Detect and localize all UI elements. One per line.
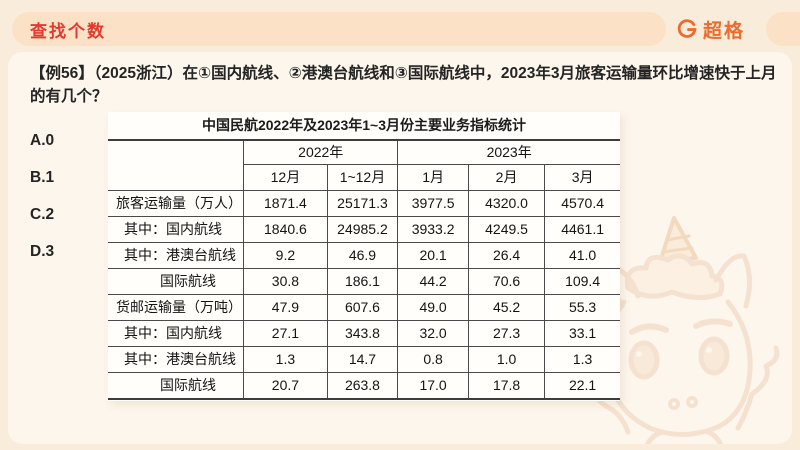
cell: 109.4 (544, 268, 620, 295)
cell: 1871.4 (243, 190, 328, 217)
page-title: 查找个数 (30, 21, 106, 41)
row-label: 国际航线 (108, 268, 245, 295)
cell: 20.7 (243, 372, 328, 400)
cell: 32.0 (397, 320, 469, 347)
cell: 30.8 (243, 268, 328, 295)
row-label: 其中：国内航线 (108, 320, 245, 347)
question-line-1: 【例56】（2025浙江）在①国内航线、②港澳台航线和③国际航线中，2023年3… (30, 65, 777, 82)
table-row: 其中：国内航线 1840.6 24985.2 3933.2 4249.5 446… (108, 216, 620, 243)
cell: 25171.3 (326, 190, 399, 217)
cell: 41.0 (544, 242, 620, 269)
header-band: 查找个数 (12, 12, 666, 46)
cell: 33.1 (544, 320, 620, 347)
header-decorative-pill (766, 12, 800, 46)
cell: 607.6 (326, 294, 399, 321)
col-header: 12月 (243, 164, 328, 191)
cell: 45.2 (467, 294, 546, 321)
empty-corner-cell (108, 139, 245, 191)
cell: 186.1 (326, 268, 399, 295)
cell: 22.1 (544, 372, 620, 400)
brand-name: 超格 (703, 20, 746, 42)
question-line-2: 的有几个？ (30, 88, 108, 105)
table-row: 其中：港澳台航线 9.2 46.9 20.1 26.4 41.0 (108, 242, 620, 269)
cell: 1.3 (243, 346, 328, 373)
cell: 27.1 (243, 320, 328, 347)
table-row: 其中：港澳台航线 1.3 14.7 0.8 1.0 1.3 (108, 346, 620, 373)
col-header: 3月 (544, 164, 620, 191)
cell: 17.0 (397, 372, 469, 400)
option-b: B.1 (30, 169, 55, 186)
cell: 1840.6 (243, 216, 328, 243)
question-text: 【例56】（2025浙江）在①国内航线、②港澳台航线和③国际航线中，2023年3… (30, 62, 778, 108)
col-header: 1月 (397, 164, 469, 191)
cell: 4320.0 (467, 190, 546, 217)
table-row: 货邮运输量（万吨） 47.9 607.6 49.0 45.2 55.3 (108, 294, 620, 321)
cell: 70.6 (467, 268, 546, 295)
cell: 27.3 (467, 320, 546, 347)
row-label: 其中：港澳台航线 (108, 242, 245, 269)
cell: 49.0 (397, 294, 469, 321)
year-group-2023: 2023年 (397, 139, 620, 165)
table-title: 中国民航2022年及2023年1~3月份主要业务指标统计 (201, 117, 527, 133)
row-label: 国际航线 (108, 372, 245, 400)
cell: 4570.4 (544, 190, 620, 217)
cell: 20.1 (397, 242, 469, 269)
cell: 55.3 (544, 294, 620, 321)
cell: 17.8 (467, 372, 546, 400)
cell: 24985.2 (326, 216, 399, 243)
cell: 9.2 (243, 242, 328, 269)
cell: 44.2 (397, 268, 469, 295)
cell: 46.9 (326, 242, 399, 269)
content-card: 【例56】（2025浙江）在①国内航线、②港澳台航线和③国际航线中，2023年3… (8, 52, 792, 444)
cell: 4461.1 (544, 216, 620, 243)
table-header-months: 12月 1~12月 1月 2月 3月 (108, 164, 620, 191)
cell: 14.7 (326, 346, 399, 373)
row-label: 货邮运输量（万吨） (108, 294, 245, 321)
col-header: 1~12月 (326, 164, 399, 191)
brand-logo: 超格 (676, 12, 745, 46)
cell: 26.4 (467, 242, 546, 269)
year-group-2022: 2022年 (243, 139, 399, 165)
cell: 1.0 (467, 346, 546, 373)
stats-table-panel: 中国民航2022年及2023年1~3月份主要业务指标统计 2022年 2023年… (108, 112, 620, 401)
cell: 3933.2 (397, 216, 469, 243)
row-label: 其中：港澳台航线 (108, 346, 245, 373)
table-header-groups: 2022年 2023年 (108, 139, 620, 191)
answer-options: A.0 B.1 C.2 D.3 (30, 122, 54, 270)
cell: 263.8 (326, 372, 399, 400)
cell: 343.8 (326, 320, 399, 347)
option-a: A.0 (30, 132, 55, 149)
option-c: C.2 (30, 206, 55, 223)
cell: 0.8 (397, 346, 469, 373)
row-label: 其中：国内航线 (108, 216, 245, 243)
table-row: 其中：国内航线 27.1 343.8 32.0 27.3 33.1 (108, 320, 620, 347)
row-label: 旅客运输量（万人） (108, 190, 245, 217)
cell: 1.3 (544, 346, 620, 373)
table-row: 旅客运输量（万人） 1871.4 25171.3 3977.5 4320.0 4… (108, 190, 620, 217)
table-row: 国际航线 20.7 263.8 17.0 17.8 22.1 (108, 372, 620, 400)
col-header: 2月 (467, 164, 546, 191)
option-d: D.3 (30, 243, 55, 260)
cell: 47.9 (243, 294, 328, 321)
cell: 4249.5 (467, 216, 546, 243)
stats-table: 2022年 2023年 12月 1~12月 1月 2月 3月 旅客运输量（万人）… (108, 139, 620, 400)
table-row: 国际航线 30.8 186.1 44.2 70.6 109.4 (108, 268, 620, 295)
cell: 3977.5 (397, 190, 469, 217)
g-logo-icon (676, 18, 698, 40)
